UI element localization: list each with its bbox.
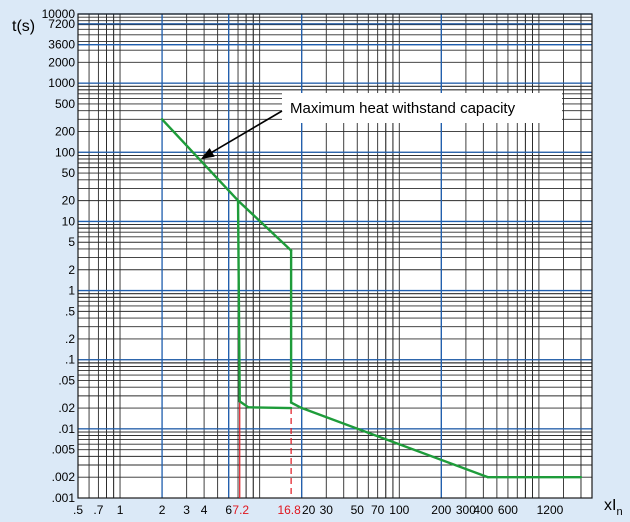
- y-tick-label: 5: [68, 235, 75, 249]
- y-tick-label: .1: [65, 353, 75, 367]
- y-tick-label: 20: [62, 194, 76, 208]
- x-axis-title: xIn: [604, 497, 623, 518]
- y-tick-label: 10000: [42, 7, 76, 21]
- y-tick-label: 7200: [48, 17, 75, 31]
- y-tick-label: .02: [58, 401, 75, 415]
- y-tick-label: 50: [62, 166, 76, 180]
- x-tick-label: 1: [117, 503, 124, 517]
- y-tick-label: .002: [52, 470, 76, 484]
- y-tick-label: .5: [65, 304, 75, 318]
- x-tick-label: 7.2: [232, 503, 249, 517]
- annotation-arrow-head: [200, 148, 215, 159]
- grid-major: [77, 13, 593, 499]
- y-tick-label: 1: [68, 284, 75, 298]
- x-tick-label: 100: [389, 503, 409, 517]
- y-tick-label: .01: [58, 422, 75, 436]
- plot-border: [77, 13, 593, 499]
- curve-segment: [160, 118, 240, 202]
- protection-curve: [160, 118, 583, 479]
- annotation-arrow-line: [208, 110, 283, 155]
- y-tick-label: 10: [62, 214, 76, 228]
- curve-segment: [236, 199, 293, 252]
- y-tick-label: 2000: [48, 55, 75, 69]
- y-tick-label: .001: [52, 491, 76, 505]
- y-axis-title: t(s): [12, 18, 35, 35]
- annotation-box: [282, 93, 562, 123]
- y-tick-label: 3600: [48, 38, 75, 52]
- x-tick-label: 400: [473, 503, 493, 517]
- x-axis-title-sub: n: [616, 506, 622, 518]
- red-marker-lines: [239, 401, 292, 498]
- x-tick-label: 300: [456, 503, 476, 517]
- x-tick-label: 16.8: [277, 503, 301, 517]
- x-tick-label: 200: [431, 503, 451, 517]
- y-tick-label: 100: [55, 145, 75, 159]
- x-tick-label: 3: [183, 503, 190, 517]
- y-tick-label: 500: [55, 97, 75, 111]
- x-tick-label: .7: [93, 503, 103, 517]
- annotation: Maximum heat withstand capacity: [200, 93, 562, 159]
- curve-segment: [247, 406, 293, 410]
- curve-segment: [300, 406, 489, 479]
- x-axis-title-main: xI: [604, 497, 616, 514]
- y-tick-label: .005: [52, 443, 76, 457]
- y-tick-label: 2: [68, 263, 75, 277]
- annotation-text: Maximum heat withstand capacity: [290, 100, 516, 117]
- x-tick-label: .5: [73, 503, 83, 517]
- curve-segment: [289, 401, 303, 410]
- x-tick-label: 70: [371, 503, 385, 517]
- x-tick-label: 1200: [537, 503, 564, 517]
- x-tick-label: 6: [225, 503, 232, 517]
- x-tick-label: 20: [302, 503, 316, 517]
- x-tick-label: 50: [351, 503, 365, 517]
- curve-segment: [238, 400, 250, 409]
- x-tick-label: 2: [159, 503, 166, 517]
- x-tick-label: 4: [201, 503, 208, 517]
- x-tick-label: 30: [320, 503, 334, 517]
- y-tick-label: 1000: [48, 76, 75, 90]
- y-tick-label: .05: [58, 374, 75, 388]
- y-tick-label: .2: [65, 332, 75, 346]
- y-tick-label: 200: [55, 124, 75, 138]
- x-tick-label: 600: [498, 503, 518, 517]
- curve-segment: [236, 199, 241, 403]
